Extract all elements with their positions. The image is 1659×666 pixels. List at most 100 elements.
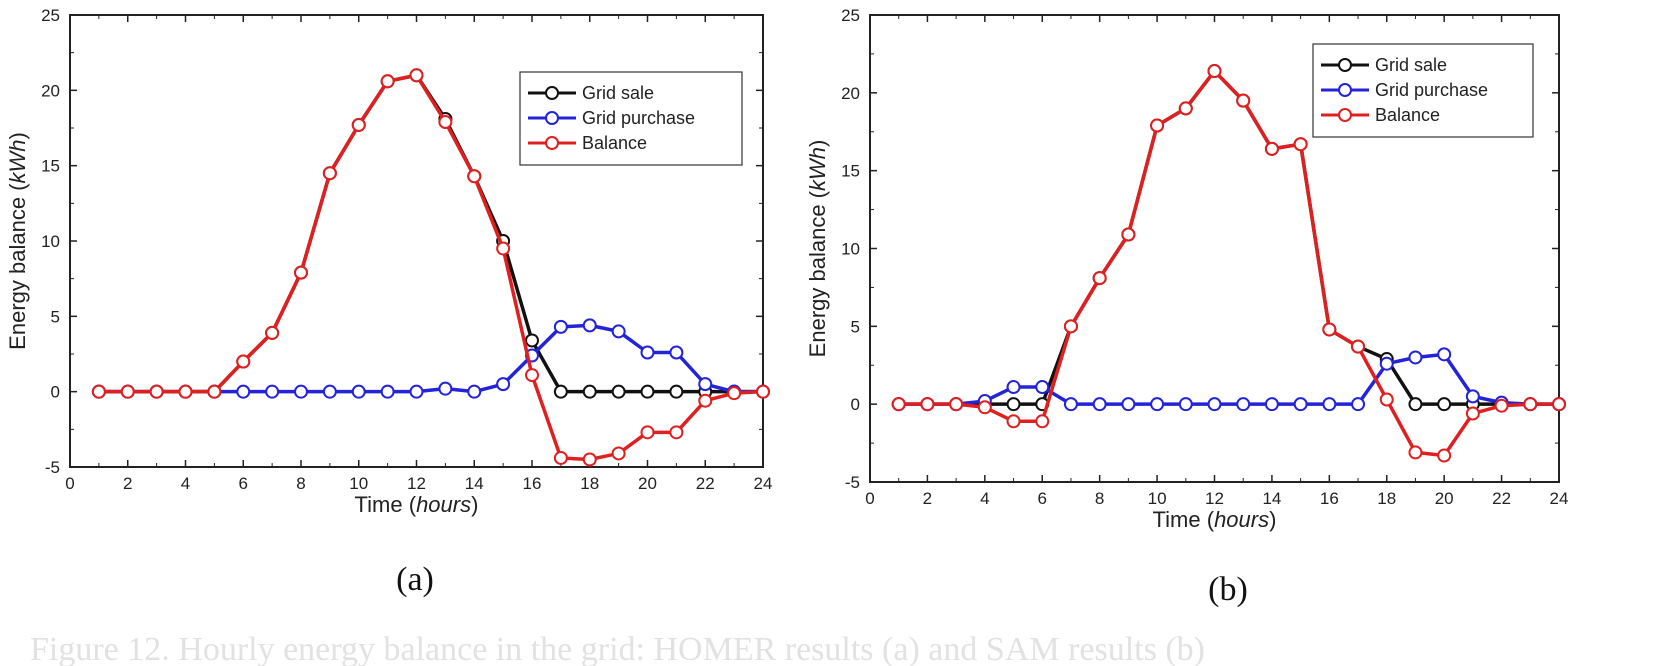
data-point	[1523, 397, 1538, 412]
data-point	[611, 324, 626, 339]
x-axis-title-main: Time (	[1153, 507, 1215, 532]
data-point	[1379, 392, 1394, 407]
data-point	[467, 169, 482, 184]
data-point	[1379, 356, 1394, 371]
x-tick-label: 24	[754, 474, 773, 493]
data-point	[669, 384, 684, 399]
data-point	[1322, 397, 1337, 412]
y-tick-label: 0	[851, 395, 860, 414]
x-tick-label: 16	[1320, 489, 1339, 508]
series-grid-purchase	[91, 318, 770, 399]
data-point	[380, 384, 395, 399]
data-point	[611, 384, 626, 399]
data-point	[891, 397, 906, 412]
data-point	[91, 384, 106, 399]
data-point	[1351, 397, 1366, 412]
x-tick-label: 14	[465, 474, 484, 493]
x-tick-label: 4	[980, 489, 989, 508]
data-point	[1408, 445, 1423, 460]
data-point	[553, 384, 568, 399]
data-point	[351, 384, 366, 399]
x-tick-label: 16	[523, 474, 542, 493]
x-axis-title-unit: hours	[1214, 507, 1269, 532]
data-point	[1264, 141, 1279, 156]
data-point	[294, 265, 308, 280]
data-point	[1207, 64, 1222, 79]
x-axis-title: Time (hours)	[355, 492, 479, 517]
x-tick-label: 18	[580, 474, 599, 493]
data-point	[640, 384, 655, 399]
data-point	[149, 384, 164, 399]
x-tick-label: 2	[123, 474, 132, 493]
data-point	[1465, 406, 1480, 421]
y-tick-label: 20	[41, 81, 60, 100]
legend: Grid sale Grid purchase Balance	[1312, 43, 1534, 138]
legend-entry: Grid sale	[1321, 55, 1447, 75]
legend-marker	[545, 136, 559, 150]
data-point	[438, 381, 453, 396]
data-point	[1092, 271, 1107, 286]
y-tick-label: 5	[851, 317, 860, 336]
data-point	[756, 384, 770, 399]
legend: Grid sale Grid purchase Balance	[519, 71, 743, 166]
x-tick-label: 20	[1435, 489, 1454, 508]
y-axis-title-main: Energy balance (	[5, 183, 30, 350]
data-point	[1437, 347, 1452, 362]
x-tick-label: 14	[1262, 489, 1281, 508]
series-grid-purchase	[891, 347, 1566, 412]
data-point	[1121, 227, 1136, 242]
y-axis-title: Energy balance (kWh)	[805, 140, 830, 358]
data-point	[553, 319, 568, 334]
data-point	[1063, 319, 1078, 334]
data-point	[380, 74, 395, 89]
x-tick-label: 4	[181, 474, 190, 493]
panel-label: (b)	[1208, 571, 1248, 608]
data-point	[949, 397, 964, 412]
x-tick-label: 10	[1148, 489, 1167, 508]
data-point	[582, 452, 597, 467]
data-point	[207, 384, 222, 399]
data-point	[1150, 118, 1165, 133]
legend-marker	[1338, 108, 1352, 122]
data-point	[1322, 322, 1337, 337]
y-tick-label: 20	[841, 84, 860, 103]
data-point	[553, 450, 568, 465]
legend-label: Balance	[582, 133, 647, 153]
legend-label: Grid sale	[582, 83, 654, 103]
legend-entry: Grid sale	[528, 83, 654, 103]
series-balance	[891, 64, 1566, 463]
data-point	[1408, 350, 1423, 365]
x-tick-label: 2	[923, 489, 932, 508]
x-axis: 0 2 4 6 8 10 12 14 16 18 20 22 24	[65, 15, 772, 493]
data-point	[1150, 397, 1165, 412]
y-tick-label: 15	[41, 157, 60, 176]
x-tick-label: 22	[696, 474, 715, 493]
data-point	[1035, 414, 1050, 429]
x-tick-label: 18	[1377, 489, 1396, 508]
data-point	[467, 384, 482, 399]
data-point	[294, 384, 308, 399]
data-point	[351, 117, 366, 132]
series-line	[898, 352, 1559, 406]
y-tick-label: -5	[845, 473, 860, 492]
data-point	[120, 384, 135, 399]
legend-entry: Grid purchase	[528, 108, 695, 128]
data-point	[1006, 414, 1021, 429]
x-tick-label: 22	[1492, 489, 1511, 508]
data-point	[1494, 398, 1509, 413]
x-tick-label: 20	[638, 474, 657, 493]
legend-marker	[545, 111, 559, 125]
x-axis-title-end: )	[471, 492, 478, 517]
legend-label: Balance	[1375, 105, 1440, 125]
x-tick-label: 0	[865, 489, 874, 508]
data-point	[1293, 137, 1308, 152]
data-point	[582, 384, 597, 399]
data-point	[1207, 397, 1222, 412]
y-tick-label: 0	[51, 383, 60, 402]
data-point	[698, 377, 713, 392]
data-point	[727, 386, 742, 401]
x-tick-label: 24	[1550, 489, 1569, 508]
data-point	[1437, 397, 1452, 412]
